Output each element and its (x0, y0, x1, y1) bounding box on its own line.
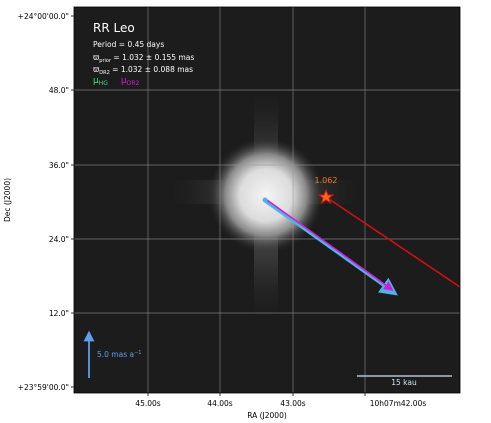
y-tick-label: 24.0" (49, 235, 69, 244)
y-tick-label: 12.0" (49, 309, 69, 318)
period-text: Period = 0.45 days (93, 40, 164, 49)
object-name: RR Leo (93, 21, 135, 35)
x-tick-label: 43.00s (280, 399, 305, 408)
x-ticks (147, 393, 366, 396)
x-tick-label: 10h07m42.00s (370, 399, 427, 408)
y-tick-label: +24°00'00.0" (18, 12, 69, 21)
plot-frame (73, 6, 461, 394)
ruwe-label: 1.062 (315, 176, 338, 185)
x-tick-label: 44.00s (207, 399, 232, 408)
scale-arrow-label: 5.0 mas a−1 (97, 350, 141, 359)
star-position-marker (262, 197, 268, 203)
y-tick-label: +23°59'00.0" (18, 383, 69, 392)
y-tick-label: 36.0" (49, 161, 69, 170)
y-tick-label: 48.0" (49, 86, 69, 95)
dr2-proper-motion-arrow (266, 199, 394, 291)
x-tick-label: 45.00s (135, 399, 160, 408)
star-marker-icon (317, 188, 335, 205)
legend-dr2: μDR2 (121, 76, 140, 87)
legend-hg: μHG (93, 76, 108, 87)
parallax-dr2-text: ϖDR2 = 1.032 ± 0.088 mas (93, 65, 193, 76)
parallax-prior-text: ϖprior = 1.032 ± 0.155 mas (93, 53, 194, 64)
star-image (208, 137, 324, 253)
hg-proper-motion-arrow (264, 199, 398, 296)
red-path-line (325, 196, 460, 288)
scale-bar-label: 15 kau (391, 378, 417, 387)
x-axis-label: RA (J2000) (247, 411, 287, 420)
y-axis-label: Dec (J2000) (3, 178, 12, 222)
y-ticks (71, 15, 74, 388)
coordinate-grid (74, 7, 460, 393)
